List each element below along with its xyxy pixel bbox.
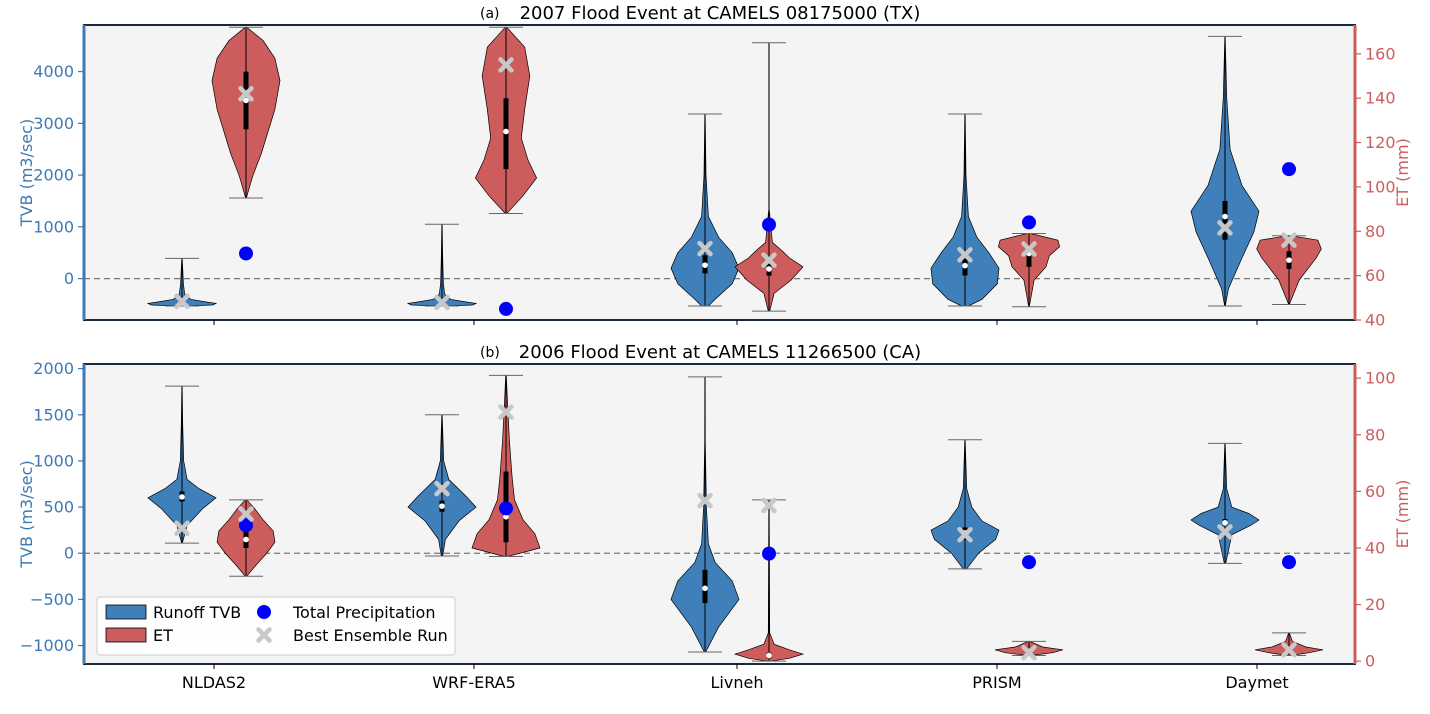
violin-runoff-prism [930, 113, 1000, 307]
precip-point-nldas2 [239, 246, 253, 261]
right-tick-label: 20 [1365, 595, 1385, 614]
best-run-et-prism [1021, 644, 1037, 661]
right-tick-label: 140 [1365, 89, 1396, 108]
legend-et-label: ET [153, 626, 173, 645]
panel-title: 2007 Flood Event at CAMELS 08175000 (TX) [520, 3, 921, 24]
best-run-runoff-wrf-era5 [434, 480, 450, 497]
best-run-et-wrf-era5 [498, 404, 514, 420]
precip-point-daymet [1282, 555, 1296, 570]
best-run-et-livneh [761, 497, 777, 514]
y-axis-label-right: ET (mm) [1393, 138, 1412, 207]
panel-title: 2006 Flood Event at CAMELS 11266500 (CA) [519, 342, 921, 363]
violin-et-livneh [734, 42, 804, 312]
legend-best-label: Best Ensemble Run [293, 626, 448, 645]
panel-b: −1000 −500 0 500 1000 1500 2000 0 20 40 60 80 100 NLD… [17, 342, 1412, 692]
legend-best-marker [256, 627, 272, 643]
best-run-runoff-livneh [697, 240, 713, 257]
best-run-runoff-prism [957, 527, 973, 543]
best-run-runoff-prism [957, 247, 973, 263]
right-tick-label: 100 [1365, 369, 1396, 388]
best-run-et-nldas2 [238, 86, 254, 102]
left-tick-label: 0 [64, 269, 74, 288]
left-tick-label: 1000 [33, 451, 74, 470]
right-tick-label: 80 [1365, 222, 1385, 241]
precip-point-daymet [1282, 162, 1296, 177]
right-tick-label: 80 [1365, 425, 1385, 444]
legend-frame [96, 596, 456, 656]
precip-point-wrf-era5 [499, 501, 513, 516]
right-tick-label: 120 [1365, 133, 1396, 152]
violin-runoff-livneh [670, 113, 740, 307]
x-tick-label-wrf-era5: WRF-ERA5 [432, 673, 516, 692]
left-tick-label: 0 [64, 544, 74, 563]
violin-et-nldas2 [211, 26, 281, 199]
best-run-runoff-daymet [1217, 220, 1233, 236]
best-run-runoff-nldas2 [174, 293, 190, 310]
legend-precip-marker [257, 605, 271, 619]
violin-runoff-daymet [1190, 35, 1260, 307]
left-tick-label: 1500 [33, 405, 74, 424]
legend: Runoff TVB ET Total Precipitation Best E… [96, 596, 456, 656]
best-run-et-livneh [761, 252, 777, 268]
y-axis-label-left: TVB (m3/sec) [17, 119, 36, 227]
right-tick-label: 0 [1365, 652, 1375, 671]
legend-et-patch [105, 627, 147, 643]
right-tick-label: 40 [1365, 311, 1385, 330]
violin-runoff-nldas2 [147, 385, 217, 544]
right-tick-label: 60 [1365, 266, 1385, 285]
y-axis-label-right: ET (mm) [1393, 480, 1412, 549]
precip-point-wrf-era5 [499, 301, 513, 316]
violin-runoff-wrf-era5 [407, 414, 477, 557]
left-tick-label: 2000 [33, 166, 74, 185]
best-run-runoff-nldas2 [174, 520, 190, 537]
best-run-et-daymet [1281, 642, 1297, 658]
precip-point-livneh [762, 546, 776, 561]
right-tick-label: 100 [1365, 177, 1396, 196]
x-tick-label-livneh: Livneh [711, 673, 764, 692]
precip-point-livneh [762, 217, 776, 232]
left-tick-label: 2000 [33, 359, 74, 378]
best-run-runoff-wrf-era5 [434, 294, 450, 311]
x-tick-label-daymet: Daymet [1225, 673, 1288, 692]
left-tick-label: 500 [43, 498, 74, 517]
precip-point-prism [1022, 215, 1036, 230]
x-tick-label-prism: PRISM [972, 673, 1021, 692]
legend-precip-label: Total Precipitation [292, 603, 435, 622]
best-run-et-nldas2 [238, 506, 254, 522]
violin-runoff-livneh [670, 376, 740, 653]
legend-runoff-patch [105, 604, 147, 620]
right-tick-label: 40 [1365, 538, 1385, 557]
panel-label: (a) [480, 6, 500, 22]
violin-runoff-daymet [1190, 442, 1260, 564]
best-run-et-prism [1021, 241, 1037, 257]
violin-et-daymet [1256, 235, 1322, 305]
left-tick-label: 4000 [33, 62, 74, 81]
best-run-runoff-livneh [697, 492, 713, 509]
precip-point-nldas2 [239, 518, 253, 533]
violin-et-nldas2 [216, 499, 276, 577]
left-tick-label: 3000 [33, 114, 74, 133]
right-tick-label: 60 [1365, 482, 1385, 501]
left-tick-label: −500 [30, 590, 74, 609]
violin-et-livneh [733, 499, 805, 662]
left-tick-label: 1000 [33, 217, 74, 236]
panel-label: (b) [480, 345, 500, 361]
legend-cross [256, 627, 272, 643]
precip-point-prism [1022, 555, 1036, 570]
best-run-et-wrf-era5 [498, 57, 514, 73]
legend-runoff-label: Runoff TVB [153, 603, 241, 622]
left-tick-label: −1000 [20, 636, 74, 655]
violin-et-wrf-era5 [474, 26, 538, 215]
x-tick-label-nldas2: NLDAS2 [182, 673, 246, 692]
right-tick-label: 160 [1365, 44, 1396, 63]
best-run-runoff-daymet [1217, 524, 1233, 540]
y-axis-label-left: TVB (m3/sec) [17, 460, 36, 568]
best-run-et-daymet [1281, 232, 1297, 248]
panel-a: 0 1000 2000 3000 4000 40 60 80 100 120 140 160 2007 … [17, 3, 1412, 330]
